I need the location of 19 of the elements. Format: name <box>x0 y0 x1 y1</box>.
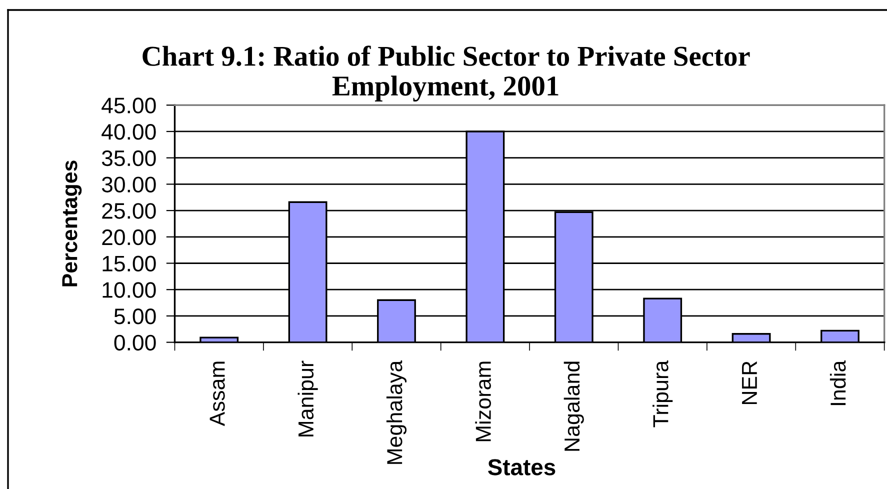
x-tick-label: Mizoram <box>475 362 491 442</box>
y-tick-label: 25.00 <box>102 203 156 219</box>
y-tick-label: 15.00 <box>102 256 156 272</box>
y-tick-label: 0.00 <box>114 334 156 351</box>
x-tick-label: NER <box>742 361 757 404</box>
y-tick-label: 40.00 <box>102 124 156 140</box>
x-tick-label: Manipur <box>298 360 318 436</box>
x-tick-label: Nagaland <box>564 362 584 451</box>
x-axis-title: States <box>488 459 556 476</box>
x-tick-label: Meghalaya <box>386 360 407 464</box>
x-tick-label: Tripura <box>652 360 673 428</box>
x-tick-label: India <box>830 360 846 406</box>
y-tick-label: 20.00 <box>102 229 156 246</box>
y-tick-label: 30.00 <box>102 176 156 192</box>
x-tick-label: Assam <box>210 362 225 426</box>
y-tick-label: 35.00 <box>102 150 156 166</box>
y-axis-title: Percentages <box>62 160 82 286</box>
y-tick-label: 10.00 <box>102 282 156 298</box>
y-tick-label: 5.00 <box>114 308 156 324</box>
